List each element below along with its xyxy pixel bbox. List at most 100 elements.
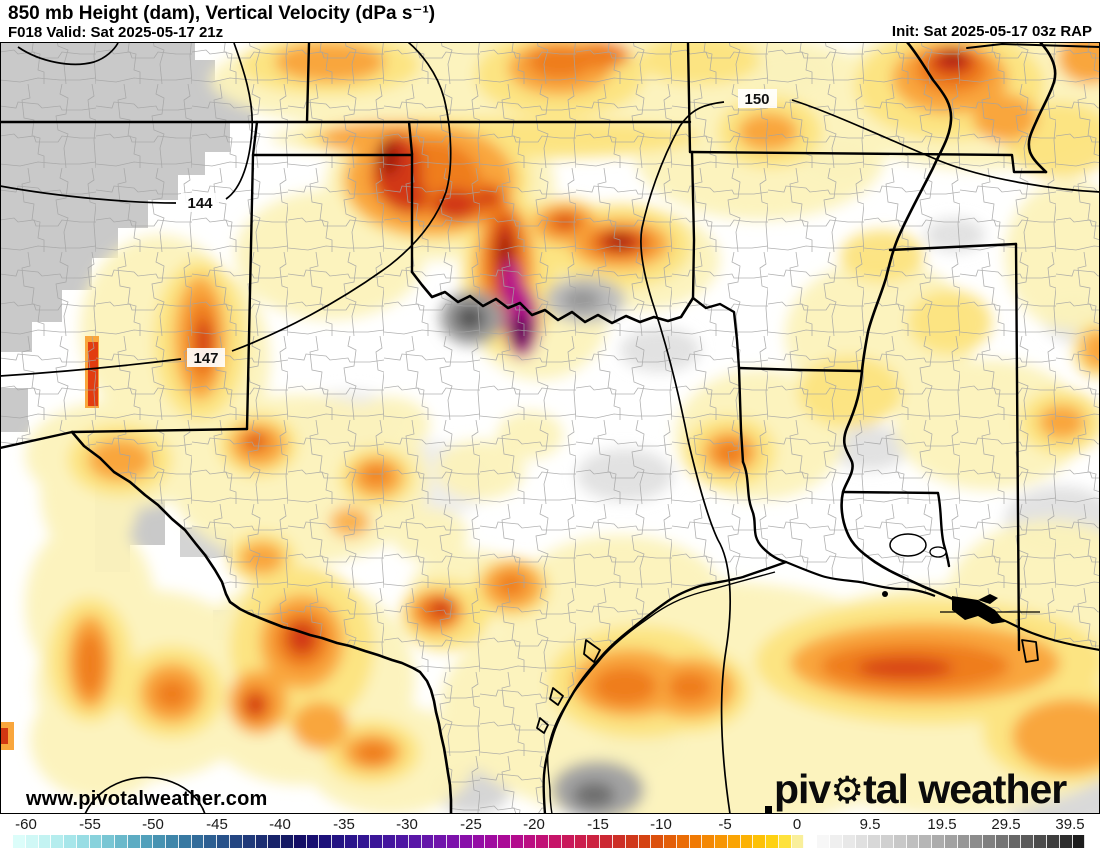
state-borders — [0, 40, 1100, 816]
colorbar-cell — [778, 835, 792, 848]
colorbar-cell — [995, 835, 1009, 848]
colorbar-label: -55 — [79, 816, 101, 833]
contour-arc-path — [84, 776, 206, 815]
colorbar-cell — [485, 835, 499, 848]
colorbar-cell — [127, 835, 141, 848]
colorbar-cell — [587, 835, 601, 848]
colorbar-cell — [893, 835, 907, 848]
colorbar-cell — [498, 835, 511, 848]
colorbar-cell — [166, 835, 179, 848]
colorbar-cell — [1072, 835, 1086, 848]
colorbar-label: -50 — [142, 816, 164, 833]
colorbar-label: -45 — [206, 816, 228, 833]
colorbar-label: 9.5 — [859, 816, 881, 833]
colorbar-cell — [1059, 835, 1073, 848]
colorbar-cell — [1034, 835, 1048, 848]
colorbar-label: -40 — [269, 816, 291, 833]
contour-label-150: 150 — [744, 91, 769, 108]
colorbar-cell — [523, 835, 537, 848]
contour-150-path — [640, 99, 1100, 815]
colorbar-label: -60 — [15, 816, 37, 833]
colorbar-cell — [612, 835, 626, 848]
colorbar-cell — [791, 835, 805, 848]
colorbar-cell — [242, 835, 256, 848]
colorbar-cell — [919, 835, 933, 848]
colorbar-cell — [638, 835, 652, 848]
colorbar-cell — [434, 835, 448, 848]
logo-text-pre: piv — [774, 766, 831, 812]
colorbar-cell — [332, 835, 345, 848]
colorbar-cell — [944, 835, 958, 848]
colorbar-cell — [344, 835, 358, 848]
colorbar-cell — [689, 835, 703, 848]
colorbar-cell — [727, 835, 741, 848]
colorbar-cell — [957, 835, 971, 848]
colorbar-cell — [664, 835, 677, 848]
colorbar-cell — [319, 835, 333, 848]
map-canvas: 144 147 150 — [0, 20, 1100, 830]
valid-time-label: F018 Valid: Sat 2025-05-17 21z — [8, 24, 224, 41]
colorbar-cell — [13, 835, 26, 848]
colorbar-cell — [281, 835, 294, 848]
colorbar-cell — [574, 835, 588, 848]
colorbar-cell — [178, 835, 192, 848]
colorbar-cell — [115, 835, 128, 848]
colorbar-label: -15 — [587, 816, 609, 833]
colorbar-cell — [676, 835, 690, 848]
pivotal-weather-logo: piv⚙tal weather — [774, 766, 1067, 813]
colorbar-cell — [766, 835, 779, 848]
contour-144-path — [0, 42, 254, 204]
colorbar-cell — [906, 835, 920, 848]
colorbar-label: 0 — [792, 816, 802, 833]
colorbar-cell — [370, 835, 384, 848]
colorbar-cell — [868, 835, 882, 848]
colorbar-cell — [421, 835, 435, 848]
colorbar-label: 29.5 — [991, 816, 1021, 833]
colorbar-cell — [1021, 835, 1035, 848]
colorbar-cell — [600, 835, 613, 848]
colorbar-label: -5 — [718, 816, 732, 833]
colorbar-cell — [230, 835, 243, 848]
colorbar-label: 39.5 — [1055, 816, 1085, 833]
colorbar-cell — [932, 835, 945, 848]
colorbar-cell — [983, 835, 996, 848]
colorbar-cell — [306, 835, 320, 848]
colorbar-cell — [102, 835, 116, 848]
height-contours — [0, 41, 1100, 815]
colorbar-cell — [549, 835, 562, 848]
contour-144b-path — [17, 42, 119, 66]
colorbar-cell — [472, 835, 486, 848]
colorbar-cell — [255, 835, 269, 848]
colorbar-cell — [842, 835, 856, 848]
colorbar-cell — [1008, 835, 1022, 848]
colorbar-label: -35 — [333, 816, 355, 833]
contour-147-path — [0, 41, 452, 377]
colorbar-cell — [715, 835, 728, 848]
colorbar-cell — [268, 835, 282, 848]
contour-labels: 144 147 150 — [181, 89, 777, 367]
colorbar-cell — [804, 835, 818, 848]
colorbar-cell — [510, 835, 524, 848]
watermark: www.pivotalweather.com — [26, 788, 268, 810]
colorbar-cell — [51, 835, 65, 848]
colorbar-cell — [536, 835, 550, 848]
colorbar-label: -10 — [650, 816, 672, 833]
colorbar-cells — [13, 835, 1086, 848]
lakes-and-delta — [765, 533, 1005, 813]
colorbar-cell — [830, 835, 843, 848]
colorbar-label: -25 — [460, 816, 482, 833]
colorbar-cell — [408, 835, 422, 848]
init-time-label: Init: Sat 2025-05-17 03z RAP — [891, 23, 1092, 40]
colorbar-cell — [1047, 835, 1060, 848]
colorbar-cell — [740, 835, 754, 848]
map-svg: 144 147 150 — [0, 20, 1100, 830]
header: 850 mb Height (dam), Vertical Velocity (… — [0, 0, 1100, 42]
colorbar-cell — [395, 835, 409, 848]
colorbar-cell — [89, 835, 103, 848]
colorbar-cell — [64, 835, 77, 848]
colorbar-cell — [25, 835, 39, 848]
colorbar-cell — [459, 835, 473, 848]
colorbar: -60 -55 -50 -45 -40 -35 -30 -25 -20 -15 -10 -5 0 9.5 1… — [0, 814, 1100, 850]
colorbar-cell — [293, 835, 307, 848]
